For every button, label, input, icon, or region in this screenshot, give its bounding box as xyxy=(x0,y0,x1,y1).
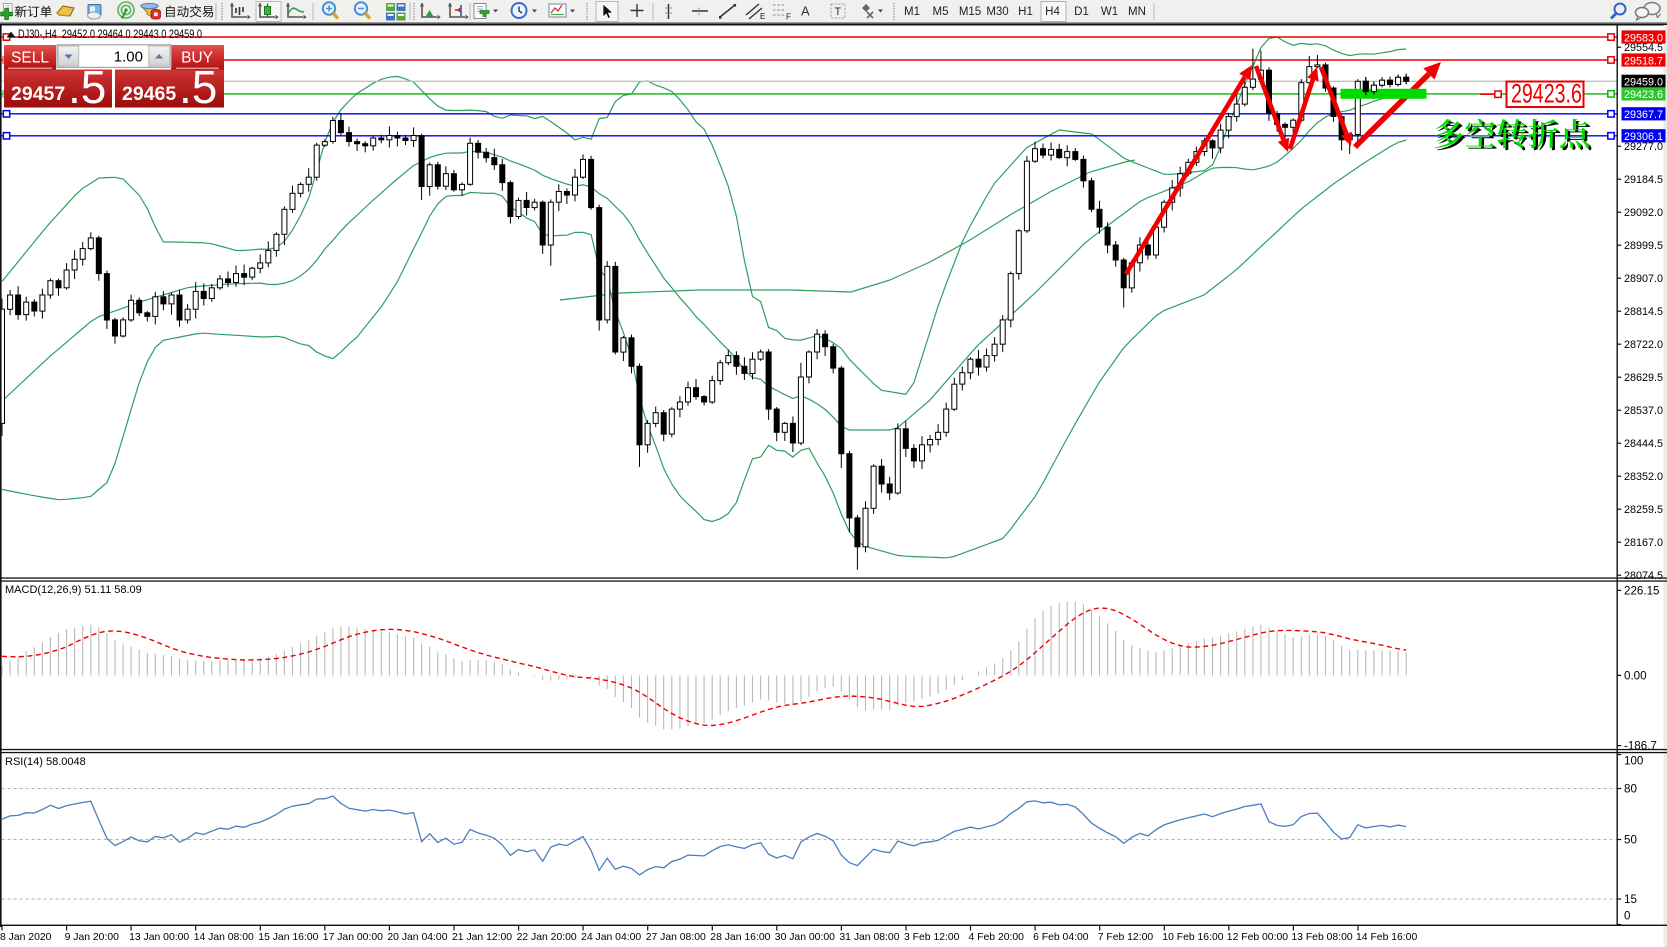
svg-text:1.00: 1.00 xyxy=(114,49,143,66)
svg-text:A: A xyxy=(801,4,810,19)
svg-text:17 Jan 00:00: 17 Jan 00:00 xyxy=(323,932,383,943)
svg-text:M5: M5 xyxy=(933,6,949,18)
svg-text:6 Feb 04:00: 6 Feb 04:00 xyxy=(1033,932,1089,943)
svg-text:28444.5: 28444.5 xyxy=(1624,438,1663,450)
svg-text:22 Jan 20:00: 22 Jan 20:00 xyxy=(517,932,577,943)
svg-text:29423.6: 29423.6 xyxy=(1624,89,1663,101)
svg-text:4 Feb 20:00: 4 Feb 20:00 xyxy=(969,932,1025,943)
svg-text:29184.5: 29184.5 xyxy=(1624,174,1663,186)
svg-text:29459.0: 29459.0 xyxy=(1624,77,1663,89)
svg-text:28629.5: 28629.5 xyxy=(1624,372,1663,384)
svg-text:M1: M1 xyxy=(904,6,920,18)
svg-text:28722.0: 28722.0 xyxy=(1624,339,1663,351)
svg-text:28907.0: 28907.0 xyxy=(1624,273,1663,285)
svg-text:SELL: SELL xyxy=(11,50,49,67)
svg-text:100: 100 xyxy=(1624,755,1643,768)
svg-text:29277.0: 29277.0 xyxy=(1624,141,1663,153)
svg-text:MN: MN xyxy=(1128,6,1146,18)
svg-text:D1: D1 xyxy=(1074,6,1089,18)
svg-text:BUY: BUY xyxy=(181,50,213,67)
svg-text:H1: H1 xyxy=(1018,6,1033,18)
svg-text:MACD(12,26,9) 51.11 58.09: MACD(12,26,9) 51.11 58.09 xyxy=(5,584,142,596)
svg-text:T: T xyxy=(835,6,842,18)
svg-text:E: E xyxy=(760,12,765,21)
svg-text:28537.0: 28537.0 xyxy=(1624,405,1663,417)
svg-text:80: 80 xyxy=(1624,783,1637,796)
svg-text:28259.5: 28259.5 xyxy=(1624,504,1663,516)
svg-text:.5: .5 xyxy=(68,61,106,113)
svg-text:29465: 29465 xyxy=(122,83,176,105)
svg-text:28999.5: 28999.5 xyxy=(1624,240,1663,252)
svg-text:24 Jan 04:00: 24 Jan 04:00 xyxy=(581,932,641,943)
svg-text:.5: .5 xyxy=(179,61,217,113)
svg-text:M30: M30 xyxy=(986,6,1008,18)
svg-text:14 Feb 16:00: 14 Feb 16:00 xyxy=(1356,932,1417,943)
svg-text:28167.0: 28167.0 xyxy=(1624,537,1663,549)
svg-text:RSI(14) 58.0048: RSI(14) 58.0048 xyxy=(5,756,86,768)
svg-text:226.15: 226.15 xyxy=(1624,584,1659,597)
svg-text:13 Jan 00:00: 13 Jan 00:00 xyxy=(129,932,189,943)
svg-text:21 Jan 12:00: 21 Jan 12:00 xyxy=(452,932,512,943)
svg-text:DJ30-,H4 29452.0 29464.0 2944: DJ30-,H4 29452.0 29464.0 29443.0 29459.0 xyxy=(18,27,202,41)
svg-text:29554.5: 29554.5 xyxy=(1624,42,1663,54)
svg-text:8 Jan 2020: 8 Jan 2020 xyxy=(0,932,52,943)
svg-text:-186.7: -186.7 xyxy=(1624,740,1657,753)
svg-text:W1: W1 xyxy=(1101,6,1118,18)
svg-text:29583.0: 29583.0 xyxy=(1624,32,1663,44)
svg-text:29367.7: 29367.7 xyxy=(1624,109,1663,121)
svg-text:7 Feb 12:00: 7 Feb 12:00 xyxy=(1098,932,1154,943)
svg-text:50: 50 xyxy=(1624,834,1637,847)
svg-text:29457: 29457 xyxy=(11,83,65,105)
svg-text:28 Jan 16:00: 28 Jan 16:00 xyxy=(710,932,770,943)
svg-text:9 Jan 20:00: 9 Jan 20:00 xyxy=(65,932,120,943)
svg-text:H4: H4 xyxy=(1045,6,1060,18)
svg-text:10 Feb 16:00: 10 Feb 16:00 xyxy=(1162,932,1223,943)
svg-text:31 Jan 08:00: 31 Jan 08:00 xyxy=(839,932,899,943)
svg-text:15 Jan 16:00: 15 Jan 16:00 xyxy=(258,932,318,943)
svg-text:13 Feb 08:00: 13 Feb 08:00 xyxy=(1291,932,1352,943)
svg-text:28074.5: 28074.5 xyxy=(1624,570,1663,582)
svg-text:12 Feb 00:00: 12 Feb 00:00 xyxy=(1227,932,1288,943)
svg-text:F: F xyxy=(786,13,791,22)
svg-text:0: 0 xyxy=(1624,910,1630,923)
svg-text:28352.0: 28352.0 xyxy=(1624,471,1663,483)
svg-text:27 Jan 08:00: 27 Jan 08:00 xyxy=(646,932,706,943)
svg-text:29092.0: 29092.0 xyxy=(1624,207,1663,219)
svg-text:30 Jan 00:00: 30 Jan 00:00 xyxy=(775,932,835,943)
svg-text:20 Jan 04:00: 20 Jan 04:00 xyxy=(387,932,447,943)
svg-text:15: 15 xyxy=(1624,893,1637,906)
svg-text:28814.5: 28814.5 xyxy=(1624,306,1663,318)
svg-text:29518.7: 29518.7 xyxy=(1624,55,1663,67)
svg-text:0.00: 0.00 xyxy=(1624,669,1647,682)
svg-text:14 Jan 08:00: 14 Jan 08:00 xyxy=(194,932,254,943)
svg-text:29423.6: 29423.6 xyxy=(1511,79,1582,109)
svg-text:M15: M15 xyxy=(959,6,981,18)
svg-text:3 Feb 12:00: 3 Feb 12:00 xyxy=(904,932,960,943)
svg-text:29306.1: 29306.1 xyxy=(1624,131,1663,143)
